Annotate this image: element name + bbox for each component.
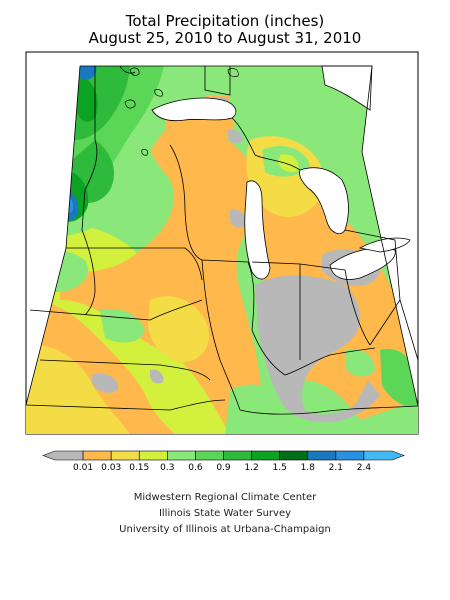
legend-swatch (167, 450, 196, 461)
legend-swatch (363, 450, 405, 461)
legend-tick-label: 0.15 (129, 463, 150, 473)
legend-tick-label: 0.03 (101, 463, 122, 473)
legend-swatch (251, 450, 280, 461)
legend-swatch (110, 450, 140, 461)
legend-tick-label: 1.5 (272, 463, 287, 473)
state-boundaries (25, 65, 419, 415)
great-lakes (151, 65, 411, 280)
legend-colorbar (42, 450, 405, 461)
legend-swatch (195, 450, 224, 461)
legend-tick-label: 0.01 (73, 463, 94, 473)
legend-tick-label: 2.4 (356, 463, 372, 473)
legend-swatch (42, 450, 84, 461)
legend-tick-label: 0.6 (188, 463, 203, 473)
map-title: Total Precipitation (inches) (125, 12, 325, 30)
legend-tick-label: 0.9 (216, 463, 231, 473)
legend-tick-label: 1.2 (244, 463, 259, 473)
legend-tick-label: 0.3 (160, 463, 175, 473)
legend-swatch (82, 450, 112, 461)
legend-tick-label: 1.8 (300, 463, 315, 473)
legend-swatch (223, 450, 252, 461)
legend-swatch (138, 450, 168, 461)
credit-mrcc: Midwestern Regional Climate Center (133, 492, 317, 503)
credit-isws: Illinois State Water Survey (158, 508, 292, 519)
legend-swatch (335, 450, 365, 461)
credit-uiuc: University of Illinois at Urbana-Champai… (119, 524, 331, 535)
legend-swatch (279, 450, 309, 461)
map-date-range: August 25, 2010 to August 31, 2010 (88, 29, 362, 47)
legend-tick-label: 2.1 (328, 463, 343, 473)
legend-swatch (307, 450, 337, 461)
inland-lakes (124, 67, 239, 156)
